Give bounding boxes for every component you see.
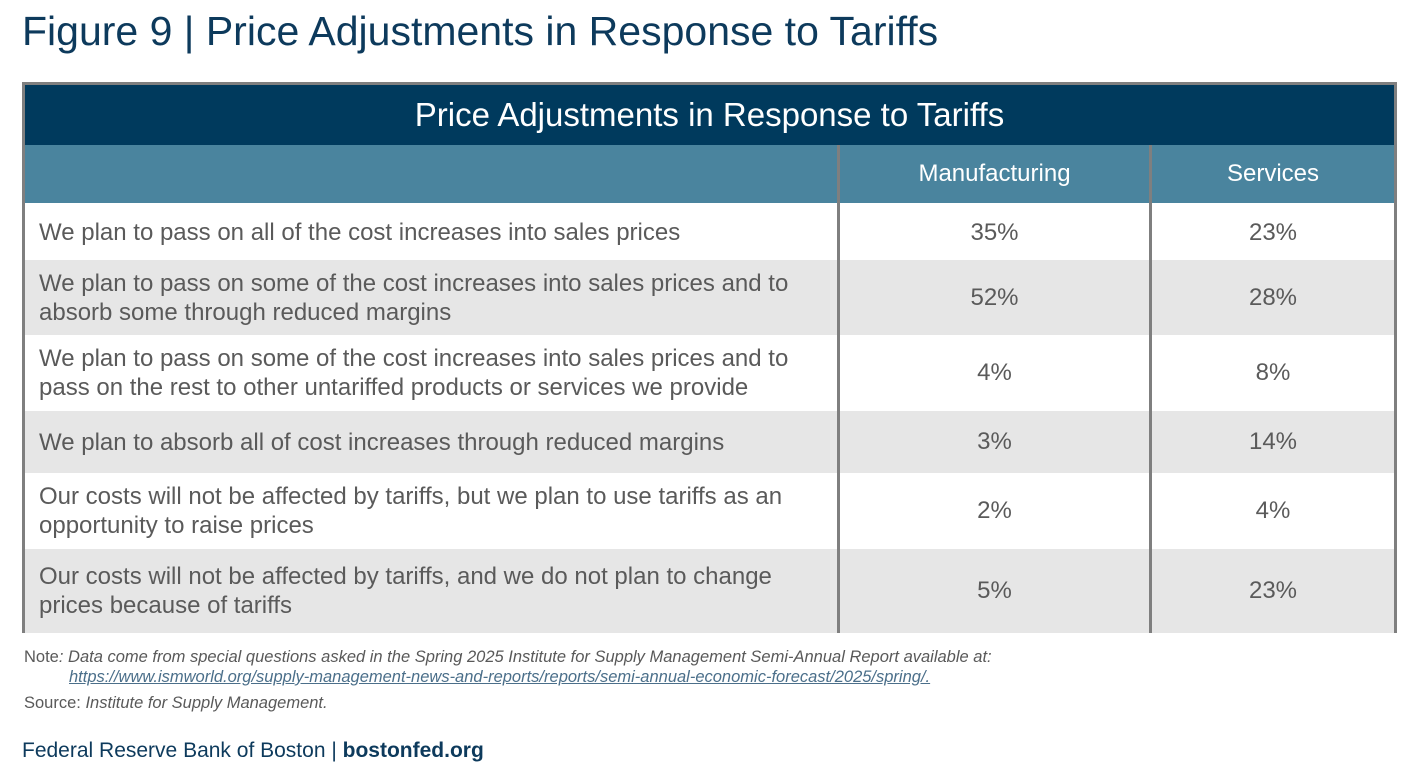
footer-org: Federal Reserve Bank of Boston | [22, 739, 343, 762]
source-label: Source: [24, 694, 81, 712]
row-label: We plan to pass on some of the cost incr… [39, 269, 789, 326]
table-source: Source: Institute for Supply Management. [24, 694, 328, 713]
footer: Federal Reserve Bank of Boston | bostonf… [22, 739, 484, 763]
footer-site-link[interactable]: bostonfed.org [342, 739, 484, 762]
manufacturing-value: 5% [977, 577, 1012, 604]
table-header-row: Manufacturing Services [25, 145, 1394, 203]
services-value: 8% [1255, 359, 1291, 386]
figure-title: Figure 9 | Price Adjustments in Response… [22, 8, 939, 54]
price-adjustment-table: Price Adjustments in Response to Tariffs… [22, 82, 1397, 633]
row-label: Our costs will not be affected by tariff… [39, 563, 772, 619]
ism-report-link[interactable]: https://www.ismworld.org/supply-manageme… [69, 668, 931, 686]
row-label: Our costs will not be affected by tariff… [39, 483, 783, 539]
manufacturing-value: 3% [977, 428, 1012, 455]
row-label: We plan to absorb all of cost increases … [39, 428, 725, 456]
header-blank [25, 145, 837, 203]
table-row: We plan to pass on some of the cost incr… [25, 335, 1394, 411]
header-divider [25, 203, 1394, 205]
table-title: Price Adjustments in Response to Tariffs [25, 85, 1394, 145]
header-services: Services [1226, 160, 1320, 187]
services-value: 23% [1248, 218, 1298, 246]
table-note: Note: Data come from special questions a… [24, 646, 992, 668]
column-divider [1149, 145, 1152, 633]
services-value: 4% [1255, 497, 1291, 524]
table-row: We plan to absorb all of cost increases … [25, 411, 1394, 473]
table-row: Our costs will not be affected by tariff… [25, 549, 1394, 633]
table-row: We plan to pass on some of the cost incr… [25, 260, 1394, 335]
manufacturing-value: 52% [970, 283, 1019, 311]
source-text: Institute for Supply Management. [85, 694, 328, 712]
note-text: : Data come from special questions asked… [58, 648, 992, 666]
row-label: We plan to pass on some of the cost incr… [39, 345, 789, 401]
services-value: 14% [1248, 428, 1298, 455]
services-value: 23% [1248, 577, 1298, 604]
manufacturing-value: 2% [977, 497, 1012, 524]
manufacturing-value: 4% [977, 359, 1012, 386]
row-label: We plan to pass on all of the cost incre… [39, 219, 681, 246]
column-divider [837, 145, 840, 633]
note-label: Note [24, 648, 59, 666]
header-manufacturing: Manufacturing [918, 160, 1071, 187]
services-value: 28% [1248, 283, 1298, 311]
table-row: Our costs will not be affected by tariff… [25, 473, 1394, 549]
table-row: We plan to pass on all of the cost incre… [25, 205, 1394, 260]
manufacturing-value: 35% [970, 218, 1019, 246]
